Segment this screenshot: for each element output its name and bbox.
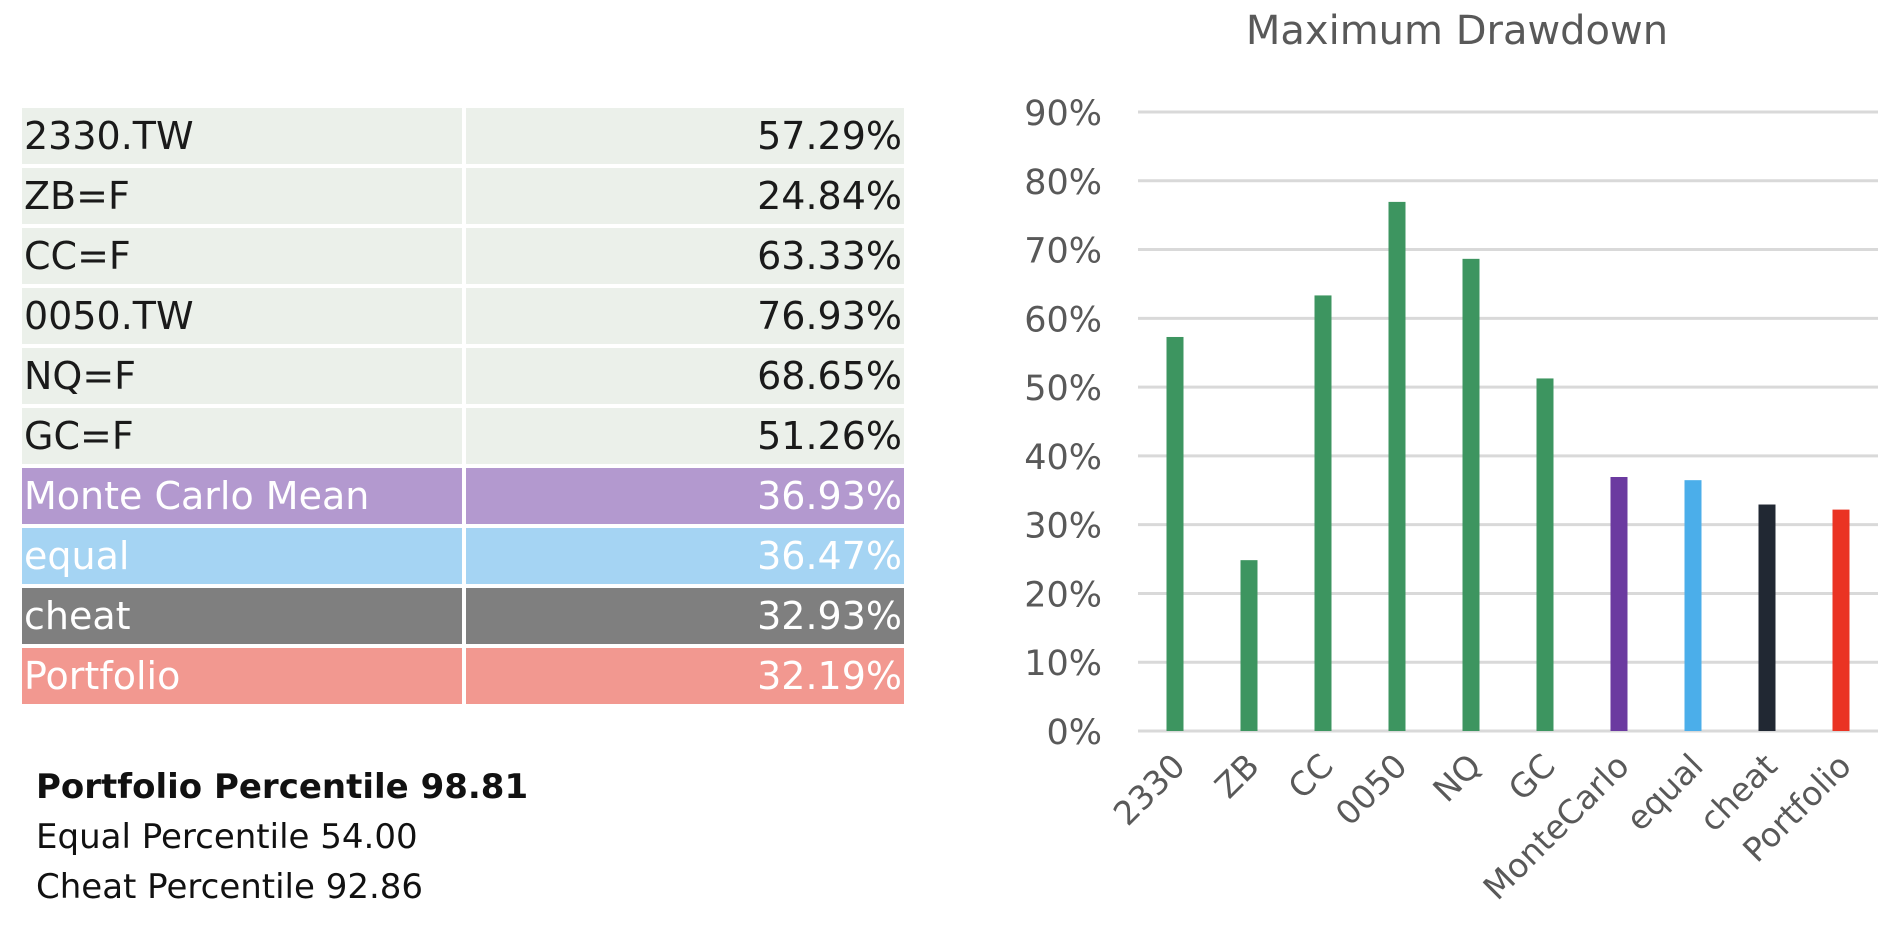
bar-portfolio <box>1832 509 1850 731</box>
percentile-line: Portfolio Percentile 98.81 <box>36 767 529 807</box>
y-tick-label: 10% <box>1024 644 1102 684</box>
percentile-line: Equal Percentile 54.00 <box>36 817 418 857</box>
gridlines <box>1138 110 1878 733</box>
row-value: 68.65% <box>464 346 904 408</box>
bar-montecarlo <box>1610 477 1628 731</box>
table-row: Monte Carlo Mean 36.93% <box>22 466 904 528</box>
x-tick-label: ZB <box>1207 746 1267 806</box>
row-label: Portfolio <box>22 646 466 704</box>
table-row: equal 36.47% <box>22 526 904 588</box>
row-value: 63.33% <box>464 226 904 288</box>
row-label: GC=F <box>22 406 466 468</box>
row-value: 36.93% <box>464 466 904 528</box>
x-tick-label: 2330 <box>1106 746 1193 833</box>
y-tick-label: 80% <box>1024 163 1102 203</box>
bar-equal <box>1684 480 1702 731</box>
table-row: 0050.TW 76.93% <box>22 286 904 348</box>
row-label: 0050.TW <box>22 286 466 348</box>
percentile-line: Cheat Percentile 92.86 <box>36 867 424 907</box>
row-label: Monte Carlo Mean <box>22 466 466 528</box>
row-value: 57.29% <box>464 108 904 168</box>
y-tick-label: 60% <box>1024 300 1102 340</box>
x-tick-label: equal <box>1618 746 1710 838</box>
y-axis-ticks: 0% 10% 20% 30% 40% 50% 60% 70% 80% 90% <box>1024 94 1102 753</box>
table-row: Portfolio 32.19% <box>22 646 904 704</box>
row-label: CC=F <box>22 226 466 288</box>
x-tick-label: NQ <box>1425 746 1488 809</box>
percentile-summary: Portfolio Percentile 98.81 Equal Percenti… <box>36 762 528 912</box>
drawdown-table: 2330.TW 57.29% ZB=F 24.84% CC=F 63.33% 0050.TW… <box>22 108 904 704</box>
y-tick-label: 30% <box>1024 507 1102 547</box>
table-row: ZB=F 24.84% <box>22 166 904 228</box>
row-value: 51.26% <box>464 406 904 468</box>
row-value: 24.84% <box>464 166 904 228</box>
row-label: equal <box>22 526 466 588</box>
bar-zb <box>1240 560 1258 731</box>
bars <box>1166 201 1850 731</box>
bar-nq <box>1462 258 1480 731</box>
row-label: ZB=F <box>22 166 466 228</box>
max-drawdown-chart: Maximum Drawdown 0% 10% 20% 30% 40% 50% 60% 70%… <box>1024 8 1878 907</box>
bar-2330 <box>1166 336 1184 731</box>
row-label: NQ=F <box>22 346 466 408</box>
y-tick-label: 90% <box>1024 94 1102 134</box>
bar-0050 <box>1388 201 1406 731</box>
table-row: GC=F 51.26% <box>22 406 904 468</box>
y-tick-label: 0% <box>1046 713 1102 753</box>
row-value: 32.93% <box>464 586 904 648</box>
x-tick-label: 0050 <box>1328 746 1415 833</box>
row-label: 2330.TW <box>22 108 466 168</box>
bar-gc <box>1536 378 1554 731</box>
x-tick-label: GC <box>1501 746 1563 808</box>
row-value: 36.47% <box>464 526 904 588</box>
bar-cheat <box>1758 504 1776 731</box>
chart-title: Maximum Drawdown <box>1246 8 1668 54</box>
y-tick-label: 40% <box>1024 438 1102 478</box>
table-row: NQ=F 68.65% <box>22 346 904 408</box>
bar-cc <box>1314 295 1332 731</box>
y-tick-label: 20% <box>1024 575 1102 615</box>
table-row: 2330.TW 57.29% <box>22 108 904 168</box>
table-row: CC=F 63.33% <box>22 226 904 288</box>
y-tick-label: 70% <box>1024 232 1102 272</box>
y-tick-label: 50% <box>1024 369 1102 409</box>
x-tick-label: CC <box>1280 746 1340 806</box>
row-value: 76.93% <box>464 286 904 348</box>
row-label: cheat <box>22 586 466 648</box>
table-row: cheat 32.93% <box>22 586 904 648</box>
row-value: 32.19% <box>464 646 904 704</box>
